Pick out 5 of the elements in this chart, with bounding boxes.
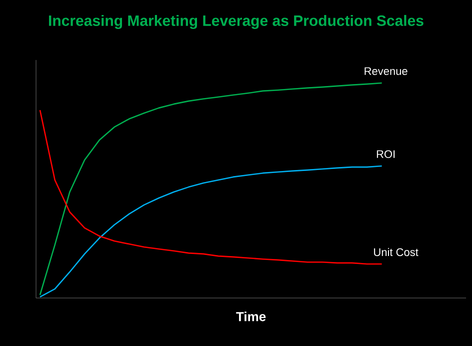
x-axis-title: Time xyxy=(236,312,266,322)
series-label: Revenue xyxy=(364,67,408,76)
series-label: ROI xyxy=(376,150,395,158)
chart-title: Increasing Marketing Leverage as Production Scales xyxy=(49,14,424,30)
series-label: Unit Cost xyxy=(374,248,418,256)
